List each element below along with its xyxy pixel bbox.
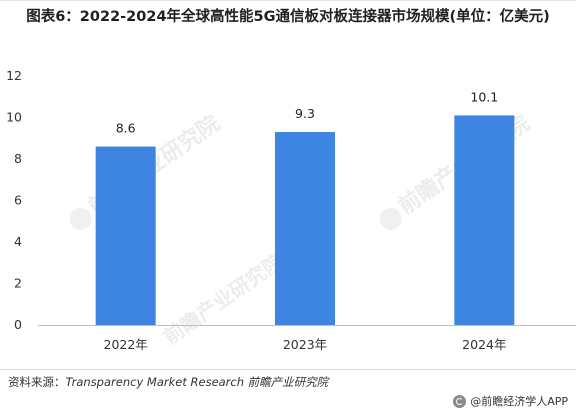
x-tick-label: 2024年 xyxy=(462,337,506,352)
y-tick-label: 6 xyxy=(14,193,22,208)
chart-title: 图表6：2022-2024年全球高性能5G通信板对板连接器市场规模(单位：亿美元… xyxy=(26,9,550,25)
y-tick-label: 12 xyxy=(6,68,22,83)
value-label: 8.6 xyxy=(116,121,136,136)
watermark-text-bottom: 前瞻产业研究院 xyxy=(159,249,287,349)
y-tick-label: 0 xyxy=(14,317,22,332)
watermark-logo-icon xyxy=(69,207,92,230)
y-tick-label: 2 xyxy=(14,276,22,291)
value-label: 9.3 xyxy=(295,106,315,121)
y-tick-label: 4 xyxy=(14,234,22,249)
y-tick-label: 10 xyxy=(6,110,22,125)
y-tick-label: 8 xyxy=(14,151,22,166)
source-note: 资料来源：Transparency Market Research 前瞻产业研究… xyxy=(8,374,328,390)
watermark-bottom: 前瞻产业研究院 xyxy=(159,249,287,349)
footer-rule xyxy=(0,369,576,370)
value-label: 10.1 xyxy=(470,89,498,104)
x-tick-label: 2023年 xyxy=(283,337,327,352)
bar-2 xyxy=(454,115,515,325)
y-axis-ticks: 0 2 4 6 8 10 12 xyxy=(6,68,22,332)
bars xyxy=(95,115,515,325)
x-tick-label: 2022年 xyxy=(104,337,148,352)
brand-logo-icon xyxy=(453,394,467,408)
x-axis-labels: 2022年 2023年 2024年 xyxy=(104,337,507,352)
value-labels: 8.6 9.3 10.1 xyxy=(116,89,499,135)
brand-mark: @前瞻经济学人APP xyxy=(453,393,568,409)
bar-0 xyxy=(95,146,156,325)
top-rule xyxy=(0,0,576,1)
brand-text: @前瞻经济学人APP xyxy=(470,395,568,408)
watermark-logo-icon xyxy=(379,207,402,230)
source-label: 资料来源： xyxy=(8,375,66,389)
bar-1 xyxy=(275,132,335,325)
source-text: Transparency Market Research 前瞻产业研究院 xyxy=(65,375,329,389)
title-container: 图表6：2022-2024年全球高性能5G通信板对板连接器市场规模(单位：亿美元… xyxy=(0,8,576,26)
